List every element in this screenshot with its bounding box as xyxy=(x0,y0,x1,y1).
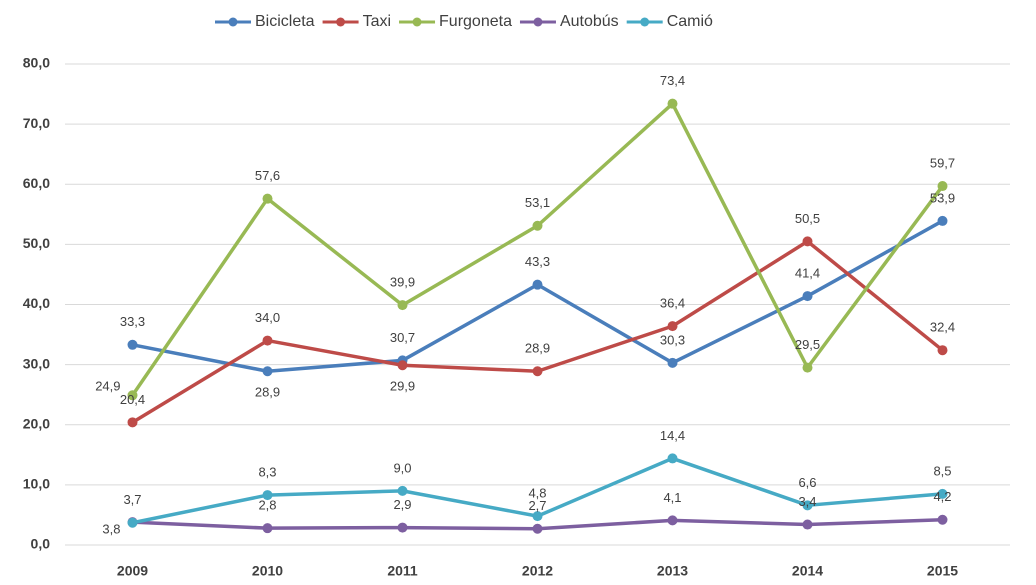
y-tick-label: 20,0 xyxy=(23,415,50,431)
data-point xyxy=(127,517,138,528)
x-tick-label: 2012 xyxy=(522,563,553,579)
data-point xyxy=(532,366,543,377)
data-label: 4,2 xyxy=(933,489,951,504)
data-label: 20,4 xyxy=(120,392,145,407)
data-point xyxy=(802,500,813,511)
data-label: 2,8 xyxy=(258,498,276,513)
data-label: 59,7 xyxy=(930,155,955,170)
data-label: 9,0 xyxy=(393,460,411,475)
data-point xyxy=(937,181,948,192)
legend-marker xyxy=(336,17,346,27)
data-label: 6,6 xyxy=(798,475,816,490)
data-point xyxy=(397,360,408,371)
data-point xyxy=(532,523,543,534)
legend-marker xyxy=(228,17,238,27)
y-tick-label: 80,0 xyxy=(23,55,50,71)
data-label: 30,7 xyxy=(390,330,415,345)
data-point xyxy=(532,511,543,522)
data-label: 32,4 xyxy=(930,320,955,335)
data-point xyxy=(937,488,948,499)
x-tick-label: 2010 xyxy=(252,563,283,579)
y-tick-label: 40,0 xyxy=(23,295,50,311)
data-label: 50,5 xyxy=(795,211,820,226)
data-label: 39,9 xyxy=(390,275,415,290)
data-point xyxy=(802,236,813,247)
data-point xyxy=(802,519,813,530)
data-point xyxy=(262,335,273,346)
data-label: 14,4 xyxy=(660,428,685,443)
data-label: 2,9 xyxy=(393,497,411,512)
data-label: 8,5 xyxy=(933,463,951,478)
x-tick-label: 2009 xyxy=(117,563,148,579)
data-label: 28,9 xyxy=(255,385,280,400)
data-point xyxy=(397,300,408,311)
data-label: 33,3 xyxy=(120,314,145,329)
data-label: 30,3 xyxy=(660,332,685,347)
data-label: 73,4 xyxy=(660,73,685,88)
data-point xyxy=(937,345,948,356)
data-label: 28,9 xyxy=(525,341,550,356)
data-point xyxy=(262,490,273,501)
data-label: 53,1 xyxy=(525,195,550,210)
legend-label: Furgoneta xyxy=(439,13,512,30)
data-point xyxy=(667,98,678,109)
data-point xyxy=(667,321,678,332)
y-tick-label: 10,0 xyxy=(23,476,50,492)
data-label: 36,4 xyxy=(660,296,685,311)
data-point xyxy=(667,453,678,464)
legend-label: Taxi xyxy=(363,13,391,30)
data-point xyxy=(262,366,273,377)
data-label: 3,8 xyxy=(102,522,120,537)
x-tick-label: 2011 xyxy=(387,563,418,579)
data-point xyxy=(262,193,273,204)
data-label: 3,7 xyxy=(123,492,141,507)
data-label: 41,4 xyxy=(795,266,820,281)
legend-label: Bicicleta xyxy=(255,13,315,30)
legend-label: Autobús xyxy=(560,13,619,30)
data-point xyxy=(937,514,948,525)
data-label: 4,8 xyxy=(528,486,546,501)
data-point xyxy=(397,522,408,533)
data-point xyxy=(262,523,273,534)
data-point xyxy=(127,339,138,350)
y-tick-label: 50,0 xyxy=(23,235,50,251)
data-point xyxy=(667,357,678,368)
legend-marker xyxy=(533,17,543,27)
data-label: 3,4 xyxy=(798,494,816,509)
data-point xyxy=(937,215,948,226)
y-tick-label: 0,0 xyxy=(31,536,51,552)
data-point xyxy=(532,220,543,231)
data-point xyxy=(802,362,813,373)
data-point xyxy=(127,390,138,401)
y-tick-label: 70,0 xyxy=(23,115,50,131)
x-tick-label: 2015 xyxy=(927,563,958,579)
data-label: 4,1 xyxy=(663,490,681,505)
legend-marker xyxy=(640,17,650,27)
data-point xyxy=(127,417,138,428)
data-label: 8,3 xyxy=(258,465,276,480)
data-label: 2,7 xyxy=(528,498,546,513)
data-label: 57,6 xyxy=(255,168,280,183)
data-label: 34,0 xyxy=(255,310,280,325)
x-tick-label: 2014 xyxy=(792,563,823,579)
data-label: 24,9 xyxy=(95,379,120,394)
data-point xyxy=(802,291,813,302)
x-tick-label: 2013 xyxy=(657,563,688,579)
data-point xyxy=(397,485,408,496)
legend-marker xyxy=(412,17,422,27)
data-label: 43,3 xyxy=(525,254,550,269)
legend-label: Camió xyxy=(667,13,713,30)
data-point xyxy=(667,515,678,526)
data-label: 53,9 xyxy=(930,190,955,205)
y-tick-label: 60,0 xyxy=(23,175,50,191)
data-point xyxy=(532,279,543,290)
data-label: 29,5 xyxy=(795,337,820,352)
y-tick-label: 30,0 xyxy=(23,355,50,371)
data-label: 29,9 xyxy=(390,379,415,394)
